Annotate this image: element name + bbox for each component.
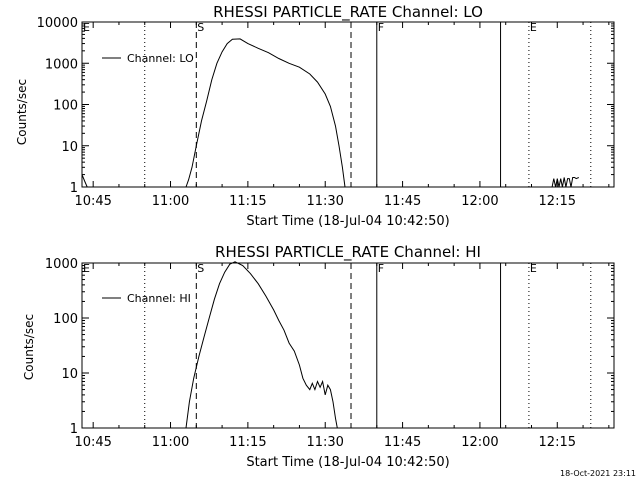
hi-rate-series-line	[185, 261, 338, 429]
lo-x-tick-label: 10:45	[74, 194, 111, 209]
hi-legend-label: Channel: HI	[127, 292, 191, 305]
lo-y-tick-label: 10	[61, 140, 78, 155]
hi-x-tick-label: 11:00	[152, 435, 189, 450]
hi-marker-label: F	[378, 262, 384, 275]
hi-x-tick-label: 11:15	[229, 435, 266, 450]
lo-x-axis-label: Start Time (18-Jul-04 10:42:50)	[246, 214, 449, 229]
hi-x-tick-label: 12:15	[539, 435, 576, 450]
lo-marker-label: F	[378, 21, 384, 34]
lo-x-tick-label: 12:15	[539, 194, 576, 209]
hi-y-tick-label: 1	[70, 422, 78, 437]
lo-y-tick-label: 10000	[37, 16, 78, 31]
hi-x-tick-label: 12:00	[461, 435, 498, 450]
hi-x-axis-label: Start Time (18-Jul-04 10:42:50)	[246, 455, 449, 470]
hi-marker-label: S	[197, 262, 204, 275]
lo-x-tick-label: 11:00	[152, 194, 189, 209]
hi-y-axis-label: Counts/sec	[22, 314, 36, 380]
lo-x-tick-label: 11:30	[306, 194, 343, 209]
lo-x-tick-label: 11:45	[384, 194, 421, 209]
hi-y-tick-label: 1000	[45, 257, 78, 272]
lo-y-tick-label: 1000	[45, 57, 78, 72]
footer-timestamp: 18-Oct-2021 23:11	[560, 469, 636, 478]
hi-plot-frame	[81, 262, 615, 429]
lo-x-tick-label: 12:00	[461, 194, 498, 209]
hi-marker-label: E	[83, 262, 90, 275]
hi-chart-title: RHESSI PARTICLE_RATE Channel: HI	[215, 243, 481, 262]
lo-rate-series-line	[81, 38, 579, 188]
lo-marker-label: E	[530, 21, 537, 34]
hi-marker-label: E	[530, 262, 537, 275]
lo-legend-label: Channel: LO	[127, 52, 194, 65]
lo-chart-title: RHESSI PARTICLE_RATE Channel: LO	[213, 3, 483, 22]
lo-y-axis-label: Counts/sec	[15, 79, 29, 145]
hi-y-tick-label: 10	[61, 367, 78, 382]
lo-marker-label: S	[197, 21, 204, 34]
hi-x-tick-label: 10:45	[74, 435, 111, 450]
lo-y-tick-label: 100	[53, 99, 78, 114]
hi-y-tick-label: 100	[53, 312, 78, 327]
lo-x-tick-label: 11:15	[229, 194, 266, 209]
lo-channel-panel: RHESSI PARTICLE_RATE Channel: LO Counts/…	[15, 3, 615, 229]
hi-x-tick-label: 11:30	[306, 435, 343, 450]
hi-channel-panel: RHESSI PARTICLE_RATE Channel: HI Counts/…	[22, 243, 615, 470]
lo-marker-label: E	[83, 21, 90, 34]
lo-y-tick-label: 1	[70, 181, 78, 196]
hi-x-tick-label: 11:45	[384, 435, 421, 450]
